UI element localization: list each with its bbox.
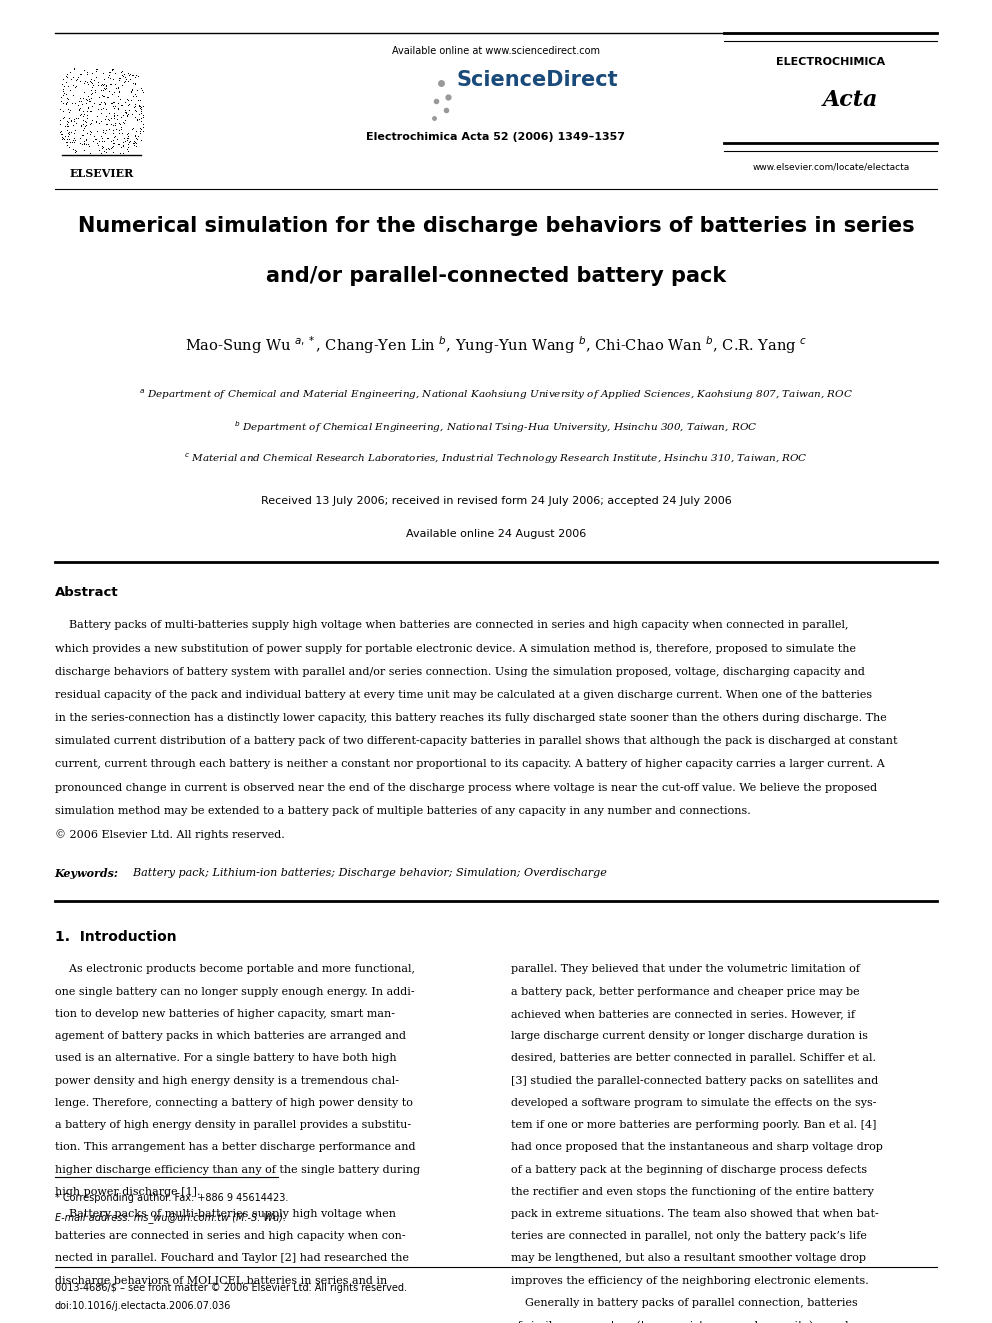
Text: Mao-Sung Wu $^{a,*}$, Chang-Yen Lin $^{b}$, Yung-Yun Wang $^{b}$, Chi-Chao Wan $: Mao-Sung Wu $^{a,*}$, Chang-Yen Lin $^{b… xyxy=(185,335,807,356)
Text: 0013-4686/$ – see front matter © 2006 Elsevier Ltd. All rights reserved.: 0013-4686/$ – see front matter © 2006 El… xyxy=(55,1283,407,1294)
Text: had once proposed that the instantaneous and sharp voltage drop: had once proposed that the instantaneous… xyxy=(511,1142,883,1152)
Text: Electrochimica Acta 52 (2006) 1349–1357: Electrochimica Acta 52 (2006) 1349–1357 xyxy=(366,132,626,143)
Text: As electronic products become portable and more functional,: As electronic products become portable a… xyxy=(55,964,415,975)
Text: Acta: Acta xyxy=(823,89,878,111)
Text: a battery pack, better performance and cheaper price may be: a battery pack, better performance and c… xyxy=(511,987,859,996)
Text: E-mail address: ms_wu@url.com.tw (M.-S. Wu).: E-mail address: ms_wu@url.com.tw (M.-S. … xyxy=(55,1212,286,1222)
Text: tion to develop new batteries of higher capacity, smart man-: tion to develop new batteries of higher … xyxy=(55,1009,395,1019)
Text: batteries are connected in series and high capacity when con-: batteries are connected in series and hi… xyxy=(55,1232,405,1241)
Text: parallel. They believed that under the volumetric limitation of: parallel. They believed that under the v… xyxy=(511,964,860,975)
Text: large discharge current density or longer discharge duration is: large discharge current density or longe… xyxy=(511,1031,868,1041)
Text: Received 13 July 2006; received in revised form 24 July 2006; accepted 24 July 2: Received 13 July 2006; received in revis… xyxy=(261,496,731,507)
Text: the rectifier and even stops the functioning of the entire battery: the rectifier and even stops the functio… xyxy=(511,1187,874,1197)
Text: doi:10.1016/j.electacta.2006.07.036: doi:10.1016/j.electacta.2006.07.036 xyxy=(55,1301,231,1311)
Text: tem if one or more batteries are performing poorly. Ban et al. [4]: tem if one or more batteries are perform… xyxy=(511,1121,876,1130)
Text: developed a software program to simulate the effects on the sys-: developed a software program to simulate… xyxy=(511,1098,876,1107)
Text: Available online 24 August 2006: Available online 24 August 2006 xyxy=(406,529,586,540)
Text: www.elsevier.com/locate/electacta: www.elsevier.com/locate/electacta xyxy=(752,163,910,172)
Text: tion. This arrangement has a better discharge performance and: tion. This arrangement has a better disc… xyxy=(55,1142,415,1152)
Text: agement of battery packs in which batteries are arranged and: agement of battery packs in which batter… xyxy=(55,1031,406,1041)
Text: $^{b}$ Department of Chemical Engineering, National Tsing-Hua University, Hsinch: $^{b}$ Department of Chemical Engineerin… xyxy=(234,419,758,435)
Text: 1.  Introduction: 1. Introduction xyxy=(55,930,177,945)
Text: Battery packs of multi-batteries supply high voltage when batteries are connecte: Battery packs of multi-batteries supply … xyxy=(55,620,848,631)
Text: desired, batteries are better connected in parallel. Schiffer et al.: desired, batteries are better connected … xyxy=(511,1053,876,1064)
Text: in the series-connection has a distinctly lower capacity, this battery reaches i: in the series-connection has a distinctl… xyxy=(55,713,886,724)
Text: ELSEVIER: ELSEVIER xyxy=(69,168,134,179)
Text: nected in parallel. Fouchard and Taylor [2] had researched the: nected in parallel. Fouchard and Taylor … xyxy=(55,1253,409,1263)
Text: lenge. Therefore, connecting a battery of high power density to: lenge. Therefore, connecting a battery o… xyxy=(55,1098,413,1107)
Text: discharge behaviors of battery system with parallel and/or series connection. Us: discharge behaviors of battery system wi… xyxy=(55,667,864,677)
Text: Battery packs of multi-batteries supply high voltage when: Battery packs of multi-batteries supply … xyxy=(55,1209,396,1218)
Text: simulation method may be extended to a battery pack of multiple batteries of any: simulation method may be extended to a b… xyxy=(55,806,750,816)
Text: Abstract: Abstract xyxy=(55,586,118,599)
Text: power density and high energy density is a tremendous chal-: power density and high energy density is… xyxy=(55,1076,399,1086)
Text: of a battery pack at the beginning of discharge process defects: of a battery pack at the beginning of di… xyxy=(511,1164,867,1175)
Text: Battery pack; Lithium-ion batteries; Discharge behavior; Simulation; Overdischar: Battery pack; Lithium-ion batteries; Dis… xyxy=(126,868,607,878)
Text: residual capacity of the pack and individual battery at every time unit may be c: residual capacity of the pack and indivi… xyxy=(55,691,872,700)
Text: © 2006 Elsevier Ltd. All rights reserved.: © 2006 Elsevier Ltd. All rights reserved… xyxy=(55,828,285,840)
Text: discharge behaviors of MOLICEL batteries in series and in: discharge behaviors of MOLICEL batteries… xyxy=(55,1275,387,1286)
Text: used is an alternative. For a single battery to have both high: used is an alternative. For a single bat… xyxy=(55,1053,396,1064)
Text: may be lengthened, but also a resultant smoother voltage drop: may be lengthened, but also a resultant … xyxy=(511,1253,866,1263)
Text: current, current through each battery is neither a constant nor proportional to : current, current through each battery is… xyxy=(55,759,884,770)
Text: high power discharge [1].: high power discharge [1]. xyxy=(55,1187,200,1197)
Text: ScienceDirect: ScienceDirect xyxy=(456,70,618,90)
Text: which provides a new substitution of power supply for portable electronic device: which provides a new substitution of pow… xyxy=(55,644,855,654)
Text: a battery of high energy density in parallel provides a substitu-: a battery of high energy density in para… xyxy=(55,1121,411,1130)
Text: ELECTROCHIMICA: ELECTROCHIMICA xyxy=(776,57,886,67)
Text: higher discharge efficiency than any of the single battery during: higher discharge efficiency than any of … xyxy=(55,1164,420,1175)
Text: $^{a}$ Department of Chemical and Material Engineering, National Kaohsiung Unive: $^{a}$ Department of Chemical and Materi… xyxy=(139,388,853,402)
Text: of similar parameters (type, resistance, and capacity) are cho-: of similar parameters (type, resistance,… xyxy=(511,1320,862,1323)
Text: simulated current distribution of a battery pack of two different-capacity batte: simulated current distribution of a batt… xyxy=(55,737,897,746)
Text: Generally in battery packs of parallel connection, batteries: Generally in battery packs of parallel c… xyxy=(511,1298,858,1308)
Text: improves the efficiency of the neighboring electronic elements.: improves the efficiency of the neighbori… xyxy=(511,1275,869,1286)
Text: pack in extreme situations. The team also showed that when bat-: pack in extreme situations. The team als… xyxy=(511,1209,879,1218)
Text: [3] studied the parallel-connected battery packs on satellites and: [3] studied the parallel-connected batte… xyxy=(511,1076,878,1086)
Text: Available online at www.sciencedirect.com: Available online at www.sciencedirect.co… xyxy=(392,46,600,57)
Text: achieved when batteries are connected in series. However, if: achieved when batteries are connected in… xyxy=(511,1009,855,1019)
Text: $^{c}$ Material and Chemical Research Laboratories, Industrial Technology Resear: $^{c}$ Material and Chemical Research La… xyxy=(185,451,807,466)
Text: Numerical simulation for the discharge behaviors of batteries in series: Numerical simulation for the discharge b… xyxy=(77,216,915,235)
Text: and/or parallel-connected battery pack: and/or parallel-connected battery pack xyxy=(266,266,726,286)
Text: Keywords:: Keywords: xyxy=(55,868,119,878)
Text: * Corresponding author. Fax: +886 9 45614423.: * Corresponding author. Fax: +886 9 4561… xyxy=(55,1193,288,1204)
Text: one single battery can no longer supply enough energy. In addi-: one single battery can no longer supply … xyxy=(55,987,415,996)
Text: pronounced change in current is observed near the end of the discharge process w: pronounced change in current is observed… xyxy=(55,783,877,792)
Text: teries are connected in parallel, not only the battery pack’s life: teries are connected in parallel, not on… xyxy=(511,1232,867,1241)
